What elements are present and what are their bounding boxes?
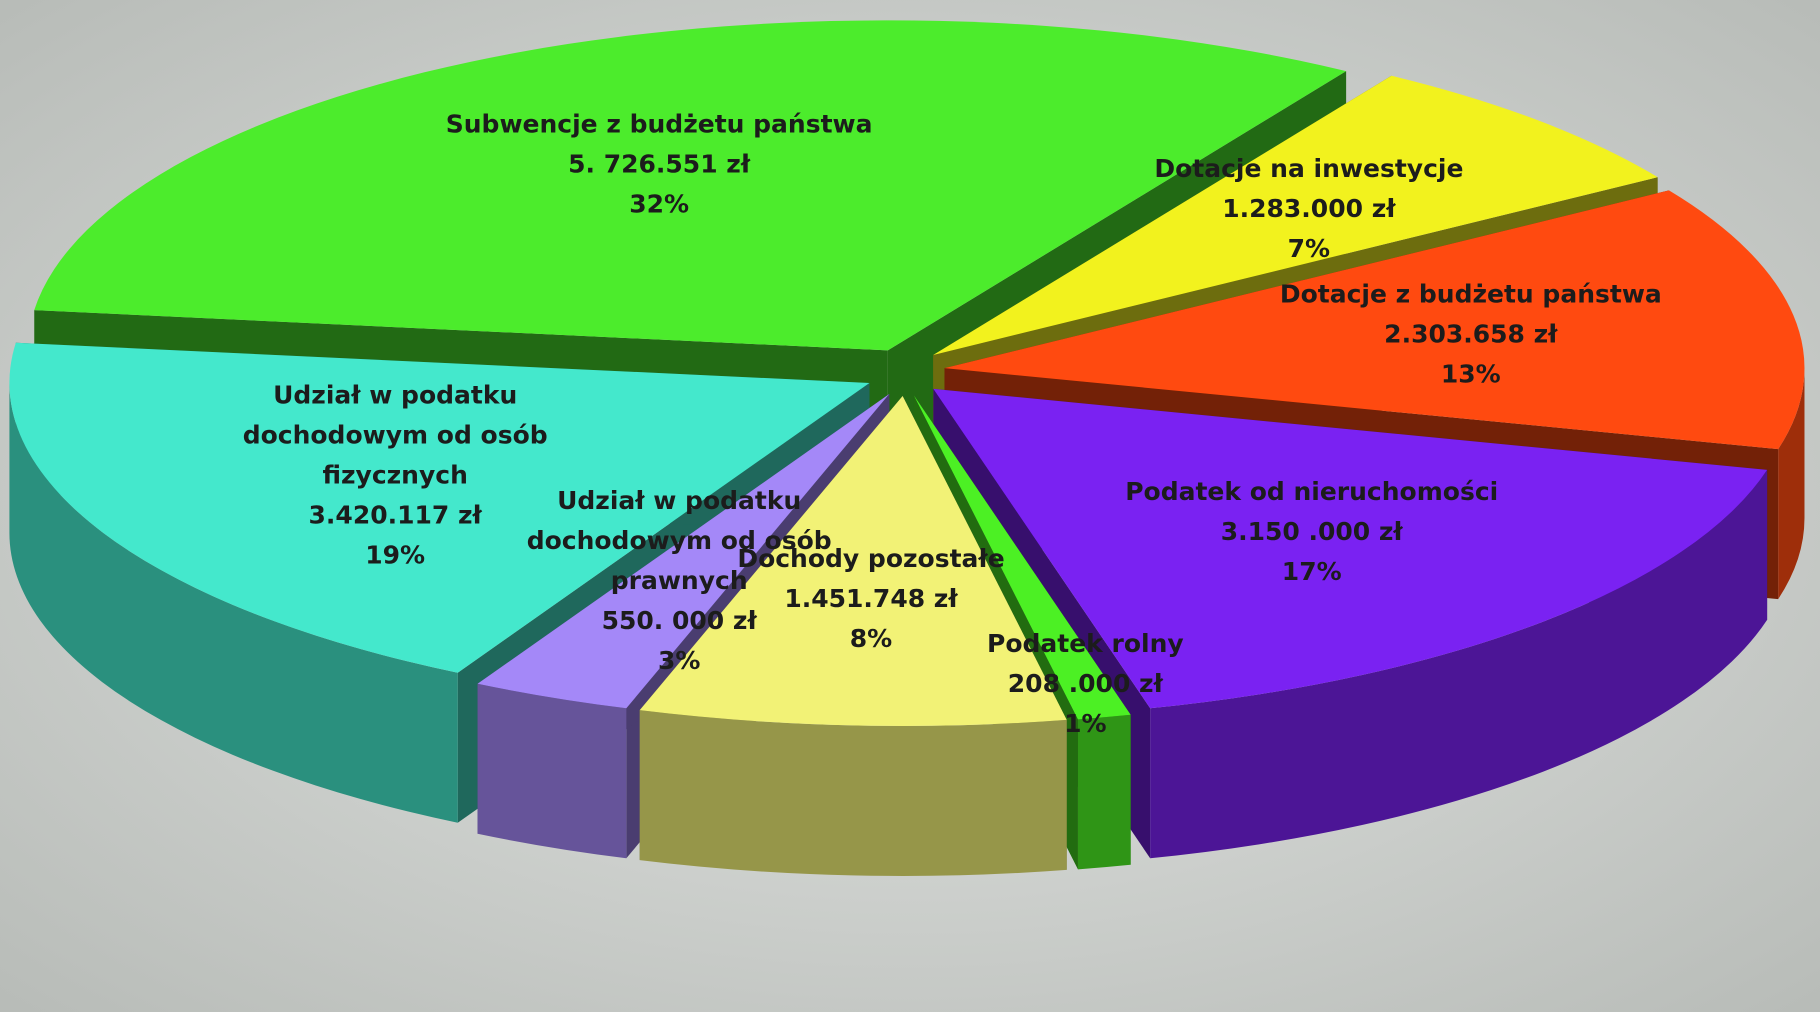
label-line: Podatek od nieruchomości (1125, 477, 1498, 506)
labels: Subwencje z budżetu państwa 5. 726.551 zł… (243, 109, 1662, 738)
slice-top (913, 395, 1131, 720)
label-line: Udział w podatku (273, 380, 517, 409)
slice-top (933, 75, 1658, 355)
percent-label: 8% (850, 624, 892, 653)
slice-label: Subwencje z budżetu państwa (446, 109, 873, 138)
slice-top (639, 395, 1067, 726)
slice-wall (639, 710, 1067, 876)
percent-label: 1% (1064, 709, 1106, 738)
slice-label: Dotacje z budżetu państwa (1280, 279, 1662, 308)
slice-label: Udział w podatku dochodowym od osób fizycz… (243, 380, 548, 489)
amount-label: 3.420.117 zł (309, 500, 483, 529)
label-line: fizycznych (322, 460, 467, 489)
amount-label: 5. 726.551 zł (568, 149, 751, 178)
percent-label: 19% (365, 540, 425, 569)
label-line: dochodowym od osób (243, 420, 548, 449)
label-line: Dotacje na inwestycje (1154, 154, 1463, 183)
slice-label: Dotacje na inwestycje (1154, 154, 1463, 183)
label-line: dochodowym od osób (527, 526, 832, 555)
slice-label: Podatek od nieruchomości (1125, 477, 1498, 506)
slice-top (34, 20, 1347, 351)
slice-label: Udział w podatku dochodowym od osób prawny… (527, 486, 832, 595)
percent-label: 13% (1441, 359, 1501, 388)
label-line: Podatek rolny (987, 629, 1184, 658)
slice (639, 395, 1067, 876)
slice-label: Podatek rolny (987, 629, 1184, 658)
slice-wall (1077, 714, 1131, 870)
percent-label: 3% (658, 646, 700, 675)
label-line: Udział w podatku (557, 486, 801, 515)
slice-top (9, 342, 870, 673)
slice-wall (477, 683, 627, 859)
label-line: Dotacje z budżetu państwa (1280, 279, 1662, 308)
label-line: prawnych (611, 566, 748, 595)
percent-label: 7% (1288, 234, 1330, 263)
slice-wall (1150, 469, 1768, 859)
amount-label: 3.150 .000 zł (1221, 517, 1404, 546)
amount-label: 1.451.748 zł (784, 584, 958, 613)
percent-label: 17% (1282, 557, 1342, 586)
amount-label: 550. 000 zł (602, 606, 758, 635)
slice-wall (9, 382, 458, 823)
slice-top (477, 394, 890, 709)
percent-label: 32% (629, 189, 689, 218)
amount-label: 208 .000 zł (1008, 669, 1164, 698)
slice-label: Dochody pozostałe (737, 544, 1004, 573)
pie (9, 20, 1805, 876)
slice-top (944, 190, 1805, 450)
label-line: Dochody pozostałe (737, 544, 1004, 573)
label-line: Subwencje z budżetu państwa (446, 109, 873, 138)
amount-label: 2.303.658 zł (1384, 319, 1558, 348)
slice-wall (1778, 368, 1805, 600)
slice-top (933, 388, 1768, 709)
amount-label: 1.283.000 zł (1222, 194, 1396, 223)
